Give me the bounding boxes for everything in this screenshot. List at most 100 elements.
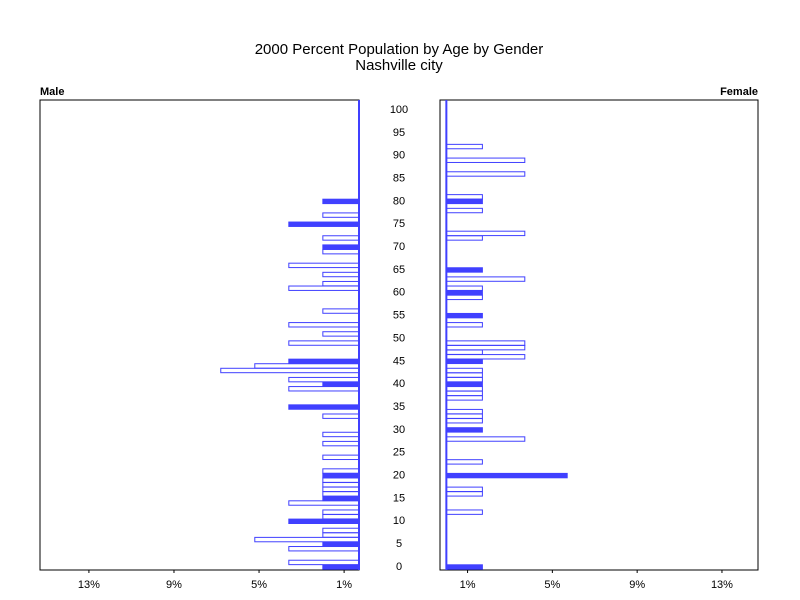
bar xyxy=(322,413,360,419)
bar xyxy=(445,427,483,433)
bar xyxy=(445,198,483,205)
bar xyxy=(322,454,360,461)
x-tick-label: 5% xyxy=(544,579,560,591)
bar xyxy=(445,276,526,282)
y-tick-label: 85 xyxy=(393,172,405,184)
bar xyxy=(322,248,360,255)
y-tick-label: 10 xyxy=(393,515,405,527)
bar xyxy=(322,486,360,493)
bar xyxy=(445,472,568,479)
bar xyxy=(322,235,360,241)
bar xyxy=(288,358,360,365)
bar xyxy=(322,308,360,314)
bar xyxy=(322,491,360,497)
y-tick-label: 95 xyxy=(393,127,405,139)
bar xyxy=(445,491,483,497)
bar xyxy=(322,527,360,534)
bar xyxy=(445,322,483,328)
y-tick-label: 75 xyxy=(393,218,405,230)
bar xyxy=(445,418,483,424)
y-tick-label: 70 xyxy=(393,241,405,253)
y-tick-label: 65 xyxy=(393,264,405,276)
bar xyxy=(445,486,483,493)
bar xyxy=(322,198,360,205)
bar xyxy=(254,536,360,543)
panel-label: Male xyxy=(40,86,64,98)
bar xyxy=(288,285,360,291)
bar xyxy=(445,408,483,415)
bar xyxy=(445,459,483,465)
bar xyxy=(322,495,360,502)
bar xyxy=(322,477,360,483)
bar xyxy=(322,271,360,278)
bar xyxy=(322,532,360,538)
bar xyxy=(445,285,483,291)
bar xyxy=(220,367,360,374)
panel-label: Female xyxy=(720,86,758,98)
bar xyxy=(445,290,483,296)
x-tick-label: 9% xyxy=(629,579,645,591)
y-tick-label: 20 xyxy=(393,470,405,482)
bar xyxy=(445,349,483,355)
bar xyxy=(445,143,483,150)
x-tick-label: 1% xyxy=(460,579,476,591)
bar xyxy=(445,386,483,392)
bar xyxy=(288,500,360,506)
bar xyxy=(322,440,360,447)
panel-frame xyxy=(439,99,759,571)
bar xyxy=(445,235,483,241)
bar xyxy=(288,221,360,227)
bar xyxy=(445,376,483,383)
bar xyxy=(322,212,360,218)
y-tick-label: 45 xyxy=(393,355,405,367)
chart-subtitle: Nashville city xyxy=(355,57,443,74)
y-tick-label: 50 xyxy=(393,332,405,344)
y-tick-label: 60 xyxy=(393,287,405,299)
bar xyxy=(445,413,483,419)
bar xyxy=(322,564,360,570)
bar xyxy=(445,230,526,237)
bar xyxy=(445,194,483,200)
bar xyxy=(254,363,360,369)
bar xyxy=(322,431,360,438)
bar xyxy=(322,468,360,474)
bar xyxy=(322,514,360,520)
bar xyxy=(445,367,483,374)
y-tick-label: 5 xyxy=(396,538,402,550)
y-tick-label: 0 xyxy=(396,561,402,573)
bar xyxy=(445,312,483,319)
bar xyxy=(322,381,360,387)
bar xyxy=(445,372,483,378)
bar xyxy=(288,404,360,410)
bar xyxy=(288,386,360,392)
x-tick-label: 13% xyxy=(711,579,733,591)
bar xyxy=(322,280,360,287)
bar xyxy=(445,207,483,214)
y-tick-label: 100 xyxy=(390,104,408,116)
bar xyxy=(445,354,526,360)
y-tick-label: 40 xyxy=(393,378,405,390)
y-tick-label: 15 xyxy=(393,492,405,504)
panel-frame xyxy=(39,99,360,571)
x-tick-label: 1% xyxy=(336,579,352,591)
bar xyxy=(445,390,483,397)
bar xyxy=(322,472,360,479)
bar xyxy=(322,541,360,547)
y-tick-label: 30 xyxy=(393,424,405,436)
y-tick-label: 80 xyxy=(393,195,405,207)
x-tick-label: 9% xyxy=(166,579,182,591)
bar xyxy=(322,482,360,488)
bar xyxy=(445,171,526,177)
bar xyxy=(322,509,360,515)
y-tick-label: 90 xyxy=(393,150,405,162)
bar xyxy=(288,262,360,269)
bar xyxy=(445,344,526,351)
bar xyxy=(445,436,526,442)
bar xyxy=(445,395,483,401)
bar xyxy=(288,559,360,566)
x-tick-label: 5% xyxy=(251,579,267,591)
bar xyxy=(288,376,360,383)
bar xyxy=(445,564,483,570)
chart-title: 2000 Percent Population by Age by Gender xyxy=(255,41,544,58)
